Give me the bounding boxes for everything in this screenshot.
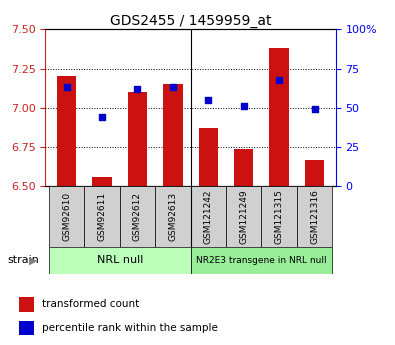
Bar — [120, 186, 155, 247]
Bar — [199, 128, 218, 186]
Text: GSM121249: GSM121249 — [239, 189, 248, 244]
Text: NRL null: NRL null — [97, 256, 143, 265]
Text: GSM92613: GSM92613 — [168, 192, 177, 241]
Text: GSM92610: GSM92610 — [62, 192, 71, 241]
Bar — [92, 177, 112, 186]
Bar — [49, 186, 85, 247]
Point — [64, 85, 70, 90]
Bar — [57, 76, 76, 186]
Point — [311, 107, 318, 112]
Text: transformed count: transformed count — [42, 299, 139, 309]
Text: GSM121315: GSM121315 — [275, 189, 284, 244]
Text: percentile rank within the sample: percentile rank within the sample — [42, 323, 218, 333]
Bar — [155, 186, 191, 247]
Bar — [128, 92, 147, 186]
Bar — [305, 160, 324, 186]
Point — [241, 104, 247, 109]
Point — [276, 77, 282, 82]
Bar — [261, 186, 297, 247]
Point — [99, 115, 105, 120]
Text: GSM92611: GSM92611 — [98, 192, 107, 241]
Bar — [191, 186, 226, 247]
Bar — [49, 247, 191, 274]
Bar — [226, 186, 261, 247]
Bar — [19, 321, 34, 335]
Text: NR2E3 transgene in NRL null: NR2E3 transgene in NRL null — [196, 256, 327, 265]
Text: ▶: ▶ — [29, 256, 38, 265]
Point — [170, 85, 176, 90]
Point — [205, 97, 211, 103]
Bar — [85, 186, 120, 247]
Bar — [297, 186, 332, 247]
Bar — [269, 48, 289, 186]
Text: GSM121316: GSM121316 — [310, 189, 319, 244]
Point — [134, 86, 141, 92]
Text: strain: strain — [7, 256, 39, 265]
Text: GSM121242: GSM121242 — [204, 189, 213, 244]
Bar — [234, 149, 254, 186]
Bar — [163, 84, 182, 186]
Text: GSM92612: GSM92612 — [133, 192, 142, 241]
Bar — [19, 297, 34, 312]
Title: GDS2455 / 1459959_at: GDS2455 / 1459959_at — [110, 14, 271, 28]
Bar — [191, 247, 332, 274]
